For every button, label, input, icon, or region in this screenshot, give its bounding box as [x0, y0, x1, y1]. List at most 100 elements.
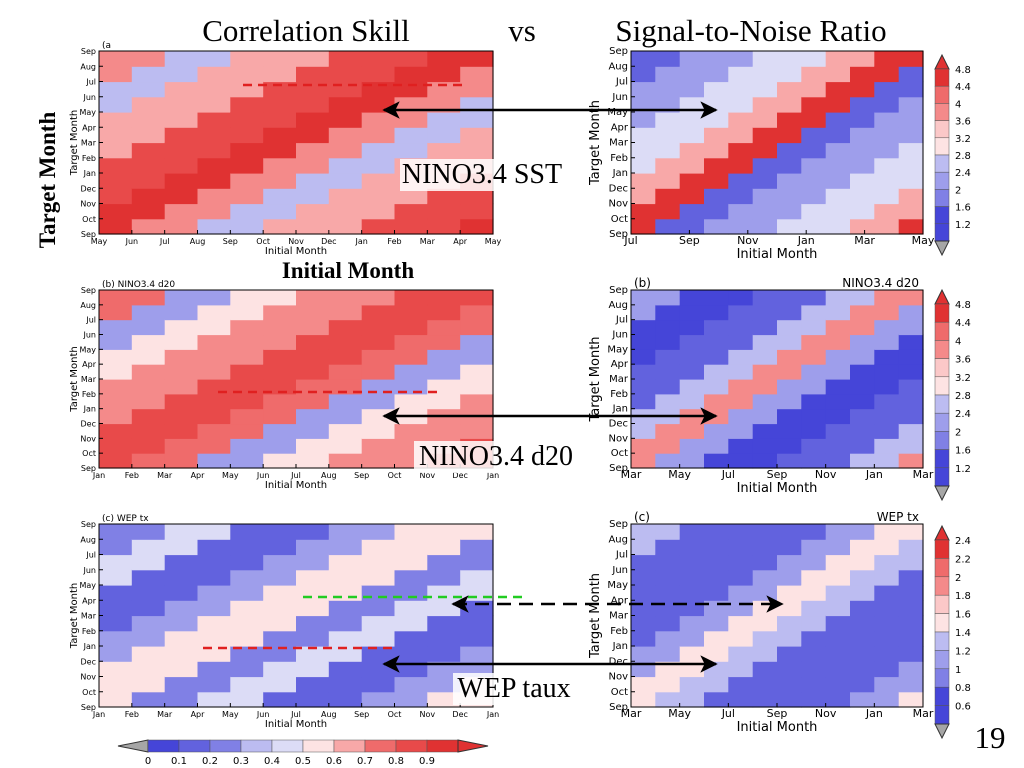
contour-cell — [263, 453, 297, 469]
contour-cell — [728, 112, 754, 128]
contour-cell — [296, 319, 330, 336]
y-tick-label: Jan — [612, 168, 628, 179]
contour-cell — [394, 379, 428, 395]
x-tick-label: Jan — [486, 471, 499, 480]
contour-cell — [655, 453, 681, 469]
contour-cell — [99, 539, 133, 556]
contour-cell — [752, 157, 778, 174]
contour-cell — [427, 319, 461, 336]
contour-cell — [394, 290, 428, 306]
contour-cell — [679, 585, 705, 601]
contour-cell — [164, 661, 199, 678]
contour-cell — [230, 408, 264, 425]
contour-cell — [394, 569, 428, 586]
contour-cell — [164, 646, 199, 662]
contour-cell — [777, 393, 802, 410]
contour-cell — [825, 646, 851, 662]
contour-cell — [631, 554, 656, 571]
contour-cell — [164, 173, 199, 189]
x-tick-label: Jul — [721, 707, 735, 720]
contour-cell — [825, 539, 851, 556]
contour-cell — [164, 319, 199, 336]
contour-cell — [874, 453, 900, 469]
contour-cell — [752, 539, 778, 556]
contour-cell — [704, 539, 729, 556]
contour-cell — [99, 393, 133, 410]
contour-cell — [230, 585, 264, 601]
contour-cell — [631, 349, 656, 365]
contour-cell — [679, 218, 705, 235]
contour-cell — [874, 173, 900, 189]
contour-cell — [898, 600, 924, 617]
contour-cell — [850, 173, 875, 189]
contour-cell — [361, 630, 396, 647]
contour-cell — [704, 66, 729, 83]
contour-cell — [263, 127, 297, 144]
colorbar-segment — [934, 467, 950, 487]
contour-cell — [825, 96, 851, 113]
contour-cell — [777, 423, 802, 439]
contour-cell — [394, 676, 428, 693]
contour-cell — [825, 569, 851, 586]
contour-cell — [825, 585, 851, 601]
contour-cell — [263, 554, 297, 571]
contour-cell — [752, 423, 778, 439]
contour-cell — [679, 188, 705, 205]
x-tick-label: Nov — [288, 237, 304, 246]
contour-cell — [263, 524, 297, 540]
contour-cell — [296, 290, 330, 306]
contour-cell — [131, 157, 166, 174]
y-tick-label: Sep — [81, 286, 96, 295]
contour-cell — [197, 453, 231, 469]
contour-cell — [898, 408, 924, 425]
x-tick-label: Aug — [190, 237, 206, 246]
contour-cell — [361, 66, 396, 83]
contour-cell — [361, 600, 396, 617]
contour-cell — [704, 51, 729, 67]
contour-cell — [728, 127, 754, 144]
colorbar-segment — [934, 631, 950, 651]
x-tick-label: Oct — [388, 471, 402, 480]
colorbar-segment — [934, 558, 950, 578]
contour-cell — [263, 96, 297, 113]
contour-cell — [99, 691, 133, 708]
x-axis-label: Initial Month — [737, 481, 818, 496]
contour-cell — [99, 438, 133, 454]
x-tick-label: Sep — [354, 471, 369, 480]
contour-cell — [752, 173, 778, 189]
contour-cell — [898, 453, 924, 469]
contour-cell — [328, 630, 363, 647]
contour-cell — [728, 157, 754, 174]
contour-cell — [704, 157, 729, 174]
contour-cell — [777, 615, 802, 632]
contour-cell — [801, 218, 827, 235]
colorbar-segment — [934, 340, 950, 359]
contour-cell — [394, 539, 428, 556]
contour-cell — [164, 408, 199, 425]
contour-cell — [296, 646, 330, 662]
y-tick-label: May — [79, 345, 96, 354]
x-tick-label: Aug — [321, 471, 337, 480]
colorbar-segment — [934, 449, 950, 469]
contour-cell — [655, 142, 681, 159]
contour-cell — [679, 364, 705, 380]
contour-cell — [679, 203, 705, 220]
contour-cell — [394, 554, 428, 571]
contour-cell — [655, 539, 681, 556]
contour-cell — [460, 304, 494, 321]
contour-cell — [197, 319, 231, 336]
contour-cell — [230, 127, 264, 144]
x-tick-label: Jul — [159, 237, 170, 246]
x-axis-label: Initial Month — [737, 247, 818, 262]
contour-cell — [801, 585, 827, 601]
contour-cell — [728, 334, 754, 350]
contour-cell — [230, 304, 264, 321]
contour-cell — [898, 615, 924, 632]
contour-cell — [230, 453, 264, 469]
contour-cell — [777, 408, 802, 425]
y-tick-label: May — [607, 580, 628, 591]
contour-cell — [230, 438, 264, 454]
contour-cell — [679, 646, 705, 662]
colorbar-label: 4 — [955, 336, 961, 347]
contour-cell — [361, 554, 396, 571]
